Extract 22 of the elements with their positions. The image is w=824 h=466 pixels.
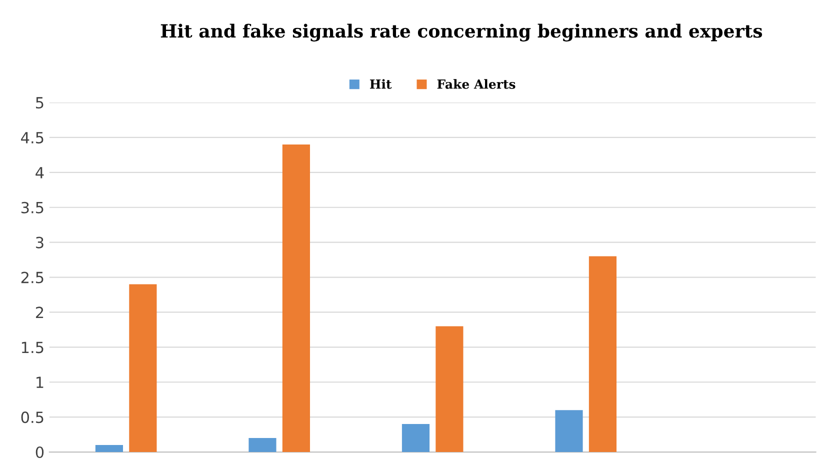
bar — [555, 410, 583, 452]
y-tick-label: 0 — [36, 446, 44, 458]
y-tick-label: 4 — [36, 167, 44, 178]
y-tick-label: 2.5 — [21, 272, 44, 284]
bar — [95, 445, 124, 452]
bar — [248, 438, 276, 452]
y-tick-label: 0.5 — [21, 412, 44, 424]
y-tick-label: 2 — [36, 306, 44, 318]
bar — [402, 424, 430, 452]
legend-label: Fake Alerts — [437, 79, 516, 89]
bar — [129, 284, 157, 452]
y-tick-label: 3.5 — [21, 202, 44, 214]
y-tick-label: 4.5 — [21, 132, 44, 144]
y-tick-label: 5 — [36, 97, 44, 109]
bar — [436, 326, 464, 452]
y-tick-label: 3 — [36, 236, 44, 248]
legend-label: Hit — [370, 79, 392, 89]
chart-title: Hit and fake signals rate concerning beginners and experts — [160, 24, 762, 42]
y-tick-label: 1 — [36, 376, 44, 388]
bar — [282, 144, 310, 452]
y-tick-label: 1.5 — [22, 342, 44, 354]
bar — [588, 256, 617, 452]
